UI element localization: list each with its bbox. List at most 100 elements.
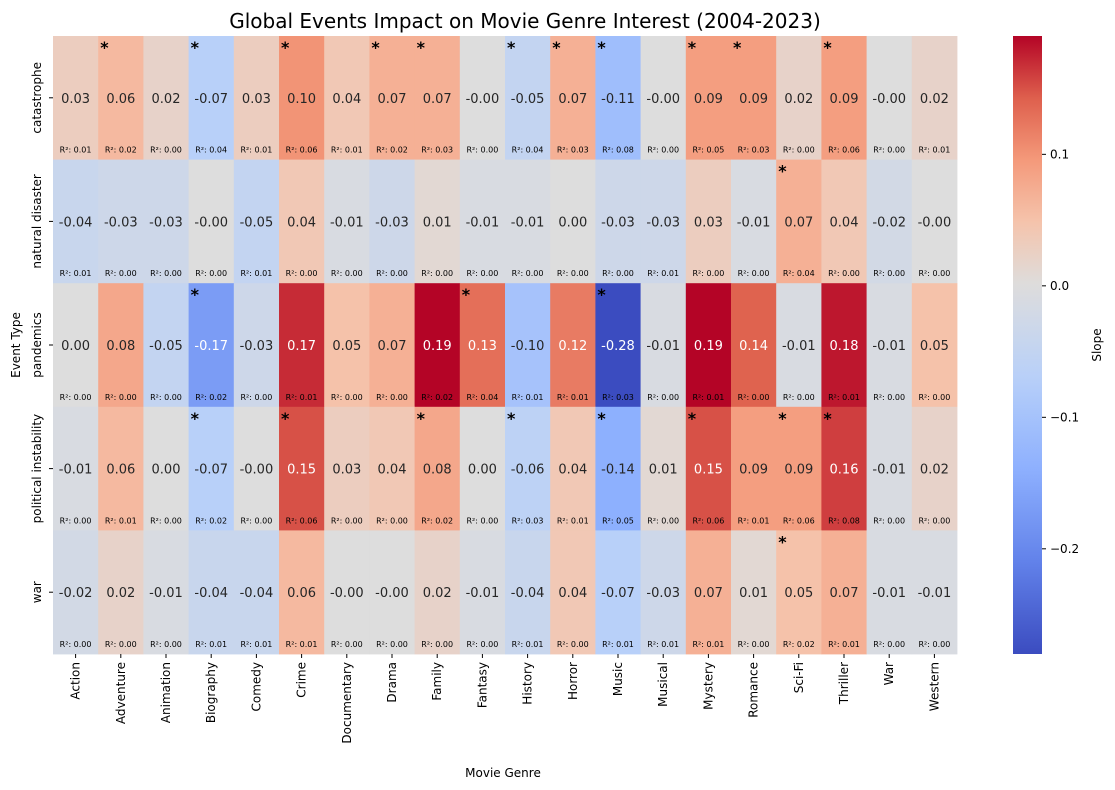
heatmap-cell [459, 406, 506, 531]
cell-r2-label: R²: 0.00 [376, 640, 408, 649]
heatmap-cell [98, 406, 144, 531]
significance-marker: * [462, 285, 471, 304]
x-tick-label: Documentary [340, 662, 354, 744]
cell-r2-label: R²: 0.01 [195, 640, 227, 649]
heatmap-cell [369, 36, 415, 160]
cell-r2-label: R²: 0.08 [602, 146, 634, 155]
cell-value-label: 0.07 [378, 92, 407, 107]
cell-r2-label: R²: 0.00 [376, 516, 408, 525]
x-tick-label: Mystery [701, 662, 715, 710]
cell-r2-label: R²: 0.01 [105, 516, 137, 525]
heatmap-cell [685, 530, 732, 655]
heatmap-cell [866, 530, 913, 655]
heatmap-cell [324, 406, 370, 531]
cell-value-label: -0.01 [872, 463, 906, 478]
cell-value-label: -0.05 [149, 339, 183, 354]
heatmap-cell [685, 406, 732, 531]
heatmap-cell [550, 406, 596, 531]
cell-value-label: -0.03 [601, 215, 635, 230]
cell-r2-label: R²: 0.00 [150, 393, 182, 402]
x-tick-label: Action [69, 662, 83, 700]
cell-r2-label: R²: 0.00 [873, 640, 905, 649]
cell-value-label: 0.02 [106, 586, 135, 601]
cell-r2-label: R²: 0.00 [150, 640, 182, 649]
heatmap-cell [776, 283, 822, 408]
cell-value-label: -0.05 [240, 215, 274, 230]
cell-r2-label: R²: 0.01 [828, 393, 860, 402]
cell-r2-label: R²: 0.00 [918, 393, 950, 402]
cell-r2-label: R²: 0.00 [150, 269, 182, 278]
cell-value-label: 0.03 [242, 92, 271, 107]
cell-r2-label: R²: 0.00 [376, 269, 408, 278]
cell-value-label: -0.10 [511, 339, 545, 354]
cell-value-label: -0.01 [511, 215, 545, 230]
cell-r2-label: R²: 0.01 [557, 393, 589, 402]
colorbar-tick-label: 0.0 [1050, 279, 1069, 293]
cell-value-label: -0.07 [194, 92, 228, 107]
heatmap-cell [505, 406, 551, 531]
significance-marker: * [733, 38, 742, 57]
heatmap-cell [188, 159, 235, 284]
heatmap-cell [459, 36, 506, 160]
cell-value-label: 0.03 [332, 463, 361, 478]
heatmap-cell [911, 36, 958, 160]
heatmap-cell [550, 159, 596, 284]
significance-marker: * [688, 409, 697, 428]
significance-marker: * [281, 38, 290, 57]
heatmap-cell [53, 159, 99, 284]
y-tick-label: pandemics [30, 312, 44, 377]
cell-r2-label: R²: 0.00 [240, 393, 272, 402]
cell-r2-label: R²: 0.01 [286, 393, 318, 402]
cell-r2-label: R²: 0.00 [873, 516, 905, 525]
cell-r2-label: R²: 0.03 [602, 393, 634, 402]
x-tick-label: Music [611, 662, 625, 696]
cell-r2-label: R²: 0.05 [692, 146, 724, 155]
cell-r2-label: R²: 0.01 [60, 146, 92, 155]
heatmap-cell [188, 283, 235, 408]
heatmap-cell [685, 36, 732, 160]
heatmap-cell [685, 283, 732, 408]
heatmap-cell [821, 159, 867, 284]
cell-value-label: 0.15 [694, 463, 723, 478]
heatmap-cell [776, 36, 822, 160]
cell-r2-label: R²: 0.04 [466, 393, 498, 402]
cell-value-label: -0.01 [646, 339, 680, 354]
significance-marker: * [507, 38, 516, 57]
cell-r2-label: R²: 0.01 [692, 393, 724, 402]
cell-r2-label: R²: 0.00 [647, 516, 679, 525]
cell-value-label: 0.02 [784, 92, 813, 107]
cell-r2-label: R²: 0.04 [195, 146, 227, 155]
cell-r2-label: R²: 0.00 [240, 516, 272, 525]
heatmap-cell [414, 283, 461, 408]
heatmap-cell [53, 530, 99, 655]
cell-value-label: -0.02 [872, 215, 906, 230]
heatmap-cell [279, 530, 325, 655]
heatmap-cell [279, 406, 325, 531]
cell-r2-label: R²: 0.03 [557, 146, 589, 155]
cell-value-label: -0.03 [646, 586, 680, 601]
y-axis-ticks: catastrophe natural disaster pandemics poli… [30, 62, 53, 603]
significance-marker: * [688, 38, 697, 57]
heatmap-cell [233, 530, 280, 655]
cell-value-label: -0.06 [511, 463, 545, 478]
cell-r2-label: R²: 0.00 [873, 393, 905, 402]
heatmap-cell [640, 283, 687, 408]
cell-value-label: 0.09 [739, 92, 768, 107]
cell-value-label: 0.00 [468, 463, 497, 478]
significance-marker: * [191, 285, 200, 304]
cell-r2-label: R²: 0.00 [466, 516, 498, 525]
cell-value-label: -0.11 [601, 92, 635, 107]
colorbar-label: Slope [1090, 328, 1104, 361]
cell-value-label: 0.00 [61, 339, 90, 354]
cell-r2-label: R²: 0.00 [918, 516, 950, 525]
cell-value-label: 0.05 [332, 339, 361, 354]
cell-r2-label: R²: 0.00 [150, 516, 182, 525]
cell-r2-label: R²: 0.00 [331, 393, 363, 402]
cell-value-label: -0.00 [375, 586, 409, 601]
cell-value-label: -0.05 [511, 92, 545, 107]
cell-value-label: 0.18 [830, 339, 859, 354]
cell-r2-label: R²: 0.01 [60, 269, 92, 278]
cell-r2-label: R²: 0.01 [240, 269, 272, 278]
cell-r2-label: R²: 0.00 [331, 269, 363, 278]
cell-r2-label: R²: 0.00 [918, 269, 950, 278]
